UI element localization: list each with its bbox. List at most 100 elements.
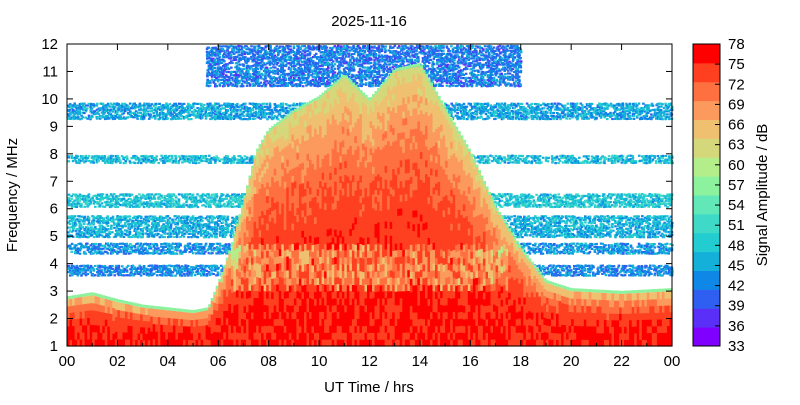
noise-cell: [523, 215, 526, 218]
noise-cell: [453, 104, 457, 107]
noise-cell: [576, 161, 580, 164]
noise-cell: [69, 226, 72, 229]
noise-cell: [188, 220, 192, 223]
noise-cell: [500, 107, 504, 110]
noise-cell: [101, 193, 105, 196]
noise-cell: [218, 219, 221, 222]
noise-cell: [653, 155, 656, 158]
noise-cell: [525, 219, 529, 222]
noise-cell: [620, 195, 623, 198]
noise-cell: [538, 116, 541, 119]
noise-cell: [506, 193, 510, 196]
noise-cell: [617, 199, 621, 202]
noise-cell: [592, 160, 595, 163]
noise-cell: [661, 197, 664, 200]
noise-cell: [551, 215, 554, 218]
noise-cell: [602, 107, 606, 110]
noise-cell: [551, 218, 554, 221]
noise-cell: [81, 116, 85, 119]
noise-cell: [217, 110, 220, 113]
noise-cell: [67, 105, 71, 108]
noise-cell: [660, 156, 663, 159]
noise-cell: [223, 217, 226, 220]
noise-cell: [647, 109, 650, 112]
noise-cell: [613, 234, 617, 237]
noise-cell: [548, 202, 551, 205]
noise-cell: [479, 113, 483, 116]
noise-cell: [595, 161, 598, 164]
noise-cell: [136, 236, 140, 239]
noise-cell: [210, 234, 214, 237]
noise-cell: [647, 117, 650, 120]
noise-cell: [598, 202, 601, 205]
noise-cell: [169, 225, 173, 228]
noise-cell: [183, 158, 187, 161]
noise-cell: [106, 111, 110, 114]
noise-cell: [104, 106, 108, 109]
noise-cell: [546, 202, 549, 205]
noise-cell: [620, 217, 624, 220]
noise-cell: [542, 235, 546, 238]
noise-cell: [533, 221, 537, 224]
noise-cell: [609, 235, 612, 238]
noise-cell: [196, 156, 200, 159]
noise-cell: [631, 194, 635, 198]
noise-cell: [193, 160, 196, 163]
noise-cell: [568, 160, 571, 163]
noise-cell: [155, 110, 158, 113]
noise-cell: [106, 198, 109, 201]
noise-cell: [139, 221, 143, 224]
noise-cell: [626, 104, 629, 107]
noise-cell: [212, 193, 215, 196]
noise-cell: [177, 193, 181, 196]
noise-cell: [614, 225, 617, 228]
noise-cell: [560, 226, 563, 229]
noise-cell: [530, 108, 534, 112]
noise-cell: [202, 113, 206, 116]
noise-cell: [95, 154, 99, 158]
noise-cell: [155, 111, 159, 114]
noise-cell: [519, 112, 522, 115]
noise-cell: [75, 104, 79, 107]
noise-cell: [554, 116, 557, 119]
noise-cell: [141, 220, 144, 223]
noise-cell: [519, 220, 522, 223]
noise-cell: [620, 196, 623, 199]
noise-cell: [592, 107, 595, 110]
noise-cell: [453, 110, 457, 113]
noise-cell: [115, 197, 119, 200]
noise-cell: [584, 201, 587, 204]
noise-cell: [662, 201, 666, 204]
noise-cell: [213, 158, 217, 161]
noise-cell: [616, 225, 620, 228]
noise-cell: [191, 193, 195, 196]
noise-cell: [531, 196, 535, 199]
noise-cell: [628, 194, 631, 197]
noise-cell: [231, 198, 234, 201]
noise-cell: [67, 202, 70, 205]
noise-cell: [595, 236, 598, 239]
noise-cell: [99, 108, 102, 112]
noise-cell: [160, 194, 163, 197]
noise-cell: [122, 203, 126, 207]
noise-cell: [657, 193, 661, 196]
noise-cell: [558, 196, 562, 199]
noise-cell: [587, 111, 591, 114]
noise-cell: [505, 108, 508, 111]
noise-cell: [546, 104, 549, 107]
noise-cell: [557, 161, 560, 165]
noise-cell: [275, 106, 278, 109]
noise-cell: [612, 218, 616, 221]
noise-cell: [620, 201, 623, 204]
noise-cell: [571, 202, 574, 205]
noise-cell: [190, 204, 193, 207]
noise-cell: [654, 160, 658, 163]
noise-cell: [564, 215, 568, 218]
noise-cell: [641, 205, 644, 208]
noise-cell: [548, 229, 551, 232]
noise-cell: [92, 158, 95, 161]
noise-cell: [516, 215, 520, 218]
noise-cell: [229, 196, 233, 199]
noise-cell: [160, 234, 163, 237]
noise-cell: [613, 156, 617, 159]
